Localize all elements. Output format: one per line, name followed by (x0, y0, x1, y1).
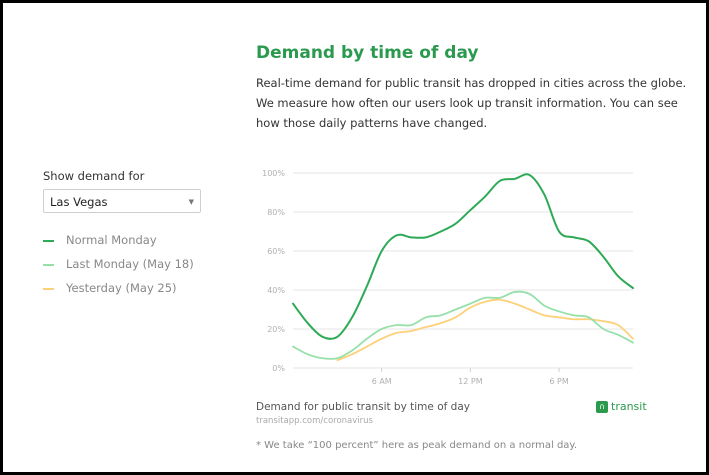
transit-logo: ∩ transit (596, 400, 647, 413)
legend-swatch (43, 240, 54, 242)
city-select-value: Las Vegas (50, 195, 108, 209)
y-tick-label: 20% (267, 325, 285, 334)
x-tick-label: 12 PM (458, 377, 483, 386)
y-tick-label: 60% (267, 247, 285, 256)
chart-caption: Demand for public transit by time of day (256, 401, 470, 413)
legend-item-normal-monday: Normal Monday (43, 233, 223, 257)
legend-item-yesterday: Yesterday (May 25) (43, 281, 223, 305)
y-tick-label: 40% (267, 286, 285, 295)
y-tick-label: 100% (262, 169, 285, 178)
legend-label: Yesterday (May 25) (66, 281, 177, 295)
x-tick-label: 6 PM (549, 377, 568, 386)
transit-brand-text: transit (611, 400, 647, 413)
y-tick-label: 0% (272, 364, 285, 373)
show-demand-label: Show demand for (43, 169, 145, 183)
demand-line-chart: 0% 20% 40% 60% 80% 100% 6 AM 12 PM 6 PM (262, 169, 634, 386)
city-select[interactable]: Las Vegas ▼ (43, 189, 201, 213)
chevron-down-icon: ▼ (188, 198, 194, 206)
chart-source: transitapp.com/coronavirus (256, 416, 373, 426)
intro-line: Real-time demand for public transit has … (256, 76, 687, 90)
series-line-last-monday-may-18 (292, 290, 634, 360)
intro-line: how those daily patterns have changed. (256, 116, 488, 130)
legend-label: Last Monday (May 18) (66, 257, 194, 271)
y-tick-label: 80% (267, 208, 285, 217)
legend-swatch (43, 264, 54, 266)
page-title: Demand by time of day (256, 43, 479, 63)
series-line-normal-monday (292, 173, 634, 340)
legend-swatch (43, 288, 54, 290)
legend-label: Normal Monday (66, 233, 157, 247)
intro-line: We measure how often our users look up t… (256, 96, 678, 110)
transit-logo-icon: ∩ (596, 401, 608, 413)
series-line-yesterday-may-25 (336, 298, 634, 362)
legend-item-last-monday: Last Monday (May 18) (43, 257, 223, 281)
footnote: * We take “100 percent” here as peak dem… (256, 440, 578, 451)
x-tick-label: 6 AM (372, 377, 392, 386)
legend: Normal Monday Last Monday (May 18) Yeste… (43, 233, 223, 305)
intro-text: Real-time demand for public transit has … (256, 73, 687, 133)
